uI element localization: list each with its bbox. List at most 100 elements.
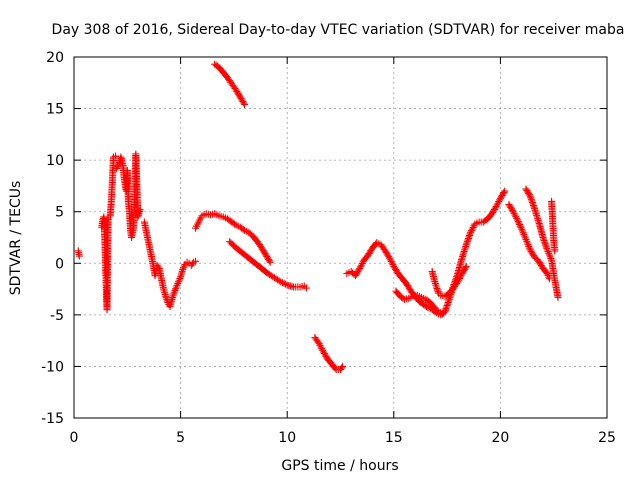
data-point	[517, 224, 525, 232]
data-point	[544, 271, 552, 279]
data-point	[543, 246, 551, 254]
data-point	[489, 208, 497, 216]
data-point	[366, 248, 374, 256]
data-point	[180, 262, 188, 270]
data-point	[338, 364, 346, 372]
data-point	[171, 286, 179, 294]
data-point	[404, 283, 412, 291]
data-point	[467, 228, 475, 236]
data-point	[507, 203, 515, 211]
y-tick-label: -10	[41, 359, 64, 375]
data-point	[174, 278, 182, 286]
data-point	[391, 264, 399, 272]
y-tick-label: -15	[41, 411, 64, 427]
data-point	[454, 278, 462, 286]
data-point	[526, 244, 534, 252]
data-point	[239, 225, 247, 233]
data-point	[259, 247, 267, 255]
data-point	[364, 251, 372, 259]
data-point	[282, 280, 290, 288]
data-point	[525, 191, 533, 199]
data-point	[238, 96, 246, 104]
data-point	[521, 234, 529, 242]
data-point	[551, 247, 559, 255]
data-point	[175, 276, 183, 284]
data-point	[355, 266, 363, 274]
data-point	[365, 250, 373, 258]
data-point	[179, 265, 187, 273]
data-point	[523, 186, 531, 194]
x-tick-label: 10	[278, 430, 296, 446]
axis-ticks	[73, 56, 608, 419]
data-point	[516, 221, 524, 229]
data-point	[507, 205, 515, 213]
data-point	[497, 193, 505, 201]
data-point	[174, 280, 182, 288]
data-point	[459, 268, 467, 276]
data-point	[136, 206, 144, 214]
data-point	[75, 252, 83, 260]
data-point	[513, 214, 521, 222]
data-point	[403, 280, 411, 288]
data-point	[405, 284, 413, 292]
data-point	[505, 200, 513, 208]
data-point	[239, 98, 247, 106]
data-point	[388, 259, 396, 267]
data-point	[381, 247, 389, 255]
data-point	[322, 352, 330, 360]
data-point	[547, 254, 555, 262]
data-point	[387, 257, 395, 265]
data-point	[264, 255, 272, 263]
data-point	[515, 219, 523, 227]
data-point	[460, 267, 468, 275]
data-point	[508, 206, 516, 214]
data-point	[317, 343, 325, 351]
data-point	[260, 248, 268, 256]
data-point	[232, 86, 240, 94]
plot-frame	[73, 56, 608, 419]
data-point	[512, 213, 520, 221]
data-point	[542, 268, 550, 276]
data-point	[462, 262, 470, 270]
data-point	[467, 227, 475, 235]
data-point	[277, 278, 285, 286]
data-point	[234, 89, 242, 97]
data-point	[491, 204, 499, 212]
data-point	[154, 263, 162, 271]
data-point	[389, 261, 397, 269]
data-point	[235, 92, 243, 100]
data-point	[490, 205, 498, 213]
data-point	[170, 288, 178, 296]
data-point	[509, 208, 517, 216]
data-point	[506, 202, 514, 210]
data-point	[554, 293, 562, 301]
data-point	[236, 93, 244, 101]
data-point	[367, 247, 375, 255]
data-point	[357, 263, 365, 271]
x-tick-label: 0	[70, 430, 79, 446]
y-tick-label: 15	[46, 102, 64, 118]
y-tick-labels: -15 -10 -5 0 5 10 15 20	[41, 50, 64, 427]
x-tick-label: 5	[176, 430, 185, 446]
data-point	[513, 216, 521, 224]
data-point	[525, 242, 533, 250]
data-point	[352, 270, 360, 278]
data-point	[469, 223, 477, 231]
data-point	[357, 261, 365, 269]
data-point	[458, 270, 466, 278]
data-point	[500, 189, 508, 197]
data-point	[543, 270, 551, 278]
data-point	[356, 264, 364, 272]
data-point	[261, 250, 269, 258]
data-point	[545, 251, 553, 259]
data-point	[455, 275, 463, 283]
data-point	[535, 257, 543, 265]
data-point	[316, 341, 324, 349]
data-point	[461, 264, 469, 272]
data-point	[499, 190, 507, 198]
data-point	[258, 245, 266, 253]
data-point	[496, 194, 504, 202]
data-point	[192, 257, 200, 265]
data-point	[354, 267, 362, 275]
